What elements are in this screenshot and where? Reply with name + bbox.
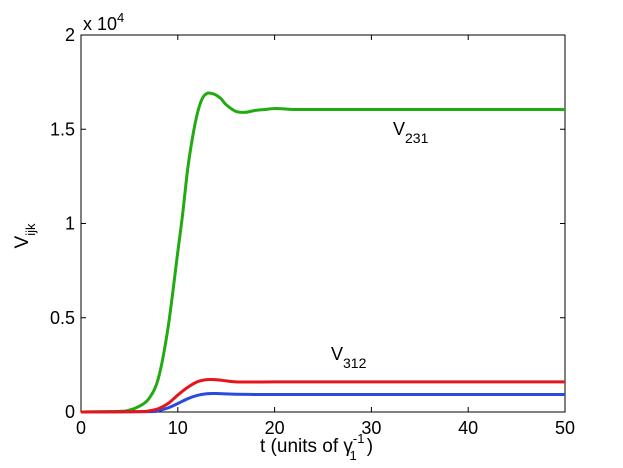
x-tick-label: 10: [168, 418, 188, 438]
series-label-v312-sub: 312: [343, 355, 367, 371]
series-line-v123: [80, 391, 565, 414]
x-tick-label: 50: [555, 418, 575, 438]
series-label-v231: V231: [393, 119, 429, 146]
y-tick-label: 0.5: [50, 308, 75, 328]
x-tick-label: 20: [265, 418, 285, 438]
x-axis-label-close: ): [367, 436, 373, 457]
y-multiplier-base: x 10: [83, 14, 117, 34]
y-multiplier-exp: 4: [117, 10, 124, 25]
series-label-v312-main: V: [331, 344, 343, 364]
x-tick-label: 40: [458, 418, 478, 438]
x-axis-label-sub: 1: [350, 448, 357, 463]
x-tick-label: 30: [361, 418, 381, 438]
y-axis-label-sub: ijk: [23, 223, 38, 236]
y-tick-label: 1.5: [50, 119, 75, 139]
y-multiplier: x 104: [83, 10, 124, 34]
x-axis-label-main: t (units of: [260, 436, 343, 457]
y-tick-label: 0: [65, 402, 75, 422]
y-axis-label-main: V: [12, 235, 33, 248]
series-layer: [80, 91, 565, 414]
y-axis-label: Vijk: [12, 223, 38, 248]
axis-ticks: 0 10 20 30 40 50 0 0.5 1 1.5 2: [50, 25, 575, 438]
x-axis-label-symbol: γ: [343, 436, 353, 457]
plot-frame: [80, 34, 566, 413]
x-axis-label-sup: -1: [353, 431, 364, 446]
series-label-v231-main: V: [393, 119, 405, 139]
y-tick-label: 1: [65, 214, 75, 234]
series-line-v231: [80, 91, 565, 414]
series-label-v231-sub: 231: [405, 130, 429, 146]
series-line-v312: [80, 377, 565, 414]
x-axis-label: t (units of γ-1 1): [260, 431, 373, 463]
y-tick-label: 2: [65, 25, 75, 45]
series-label-v312: V312: [331, 344, 367, 371]
x-tick-label: 0: [76, 418, 86, 438]
